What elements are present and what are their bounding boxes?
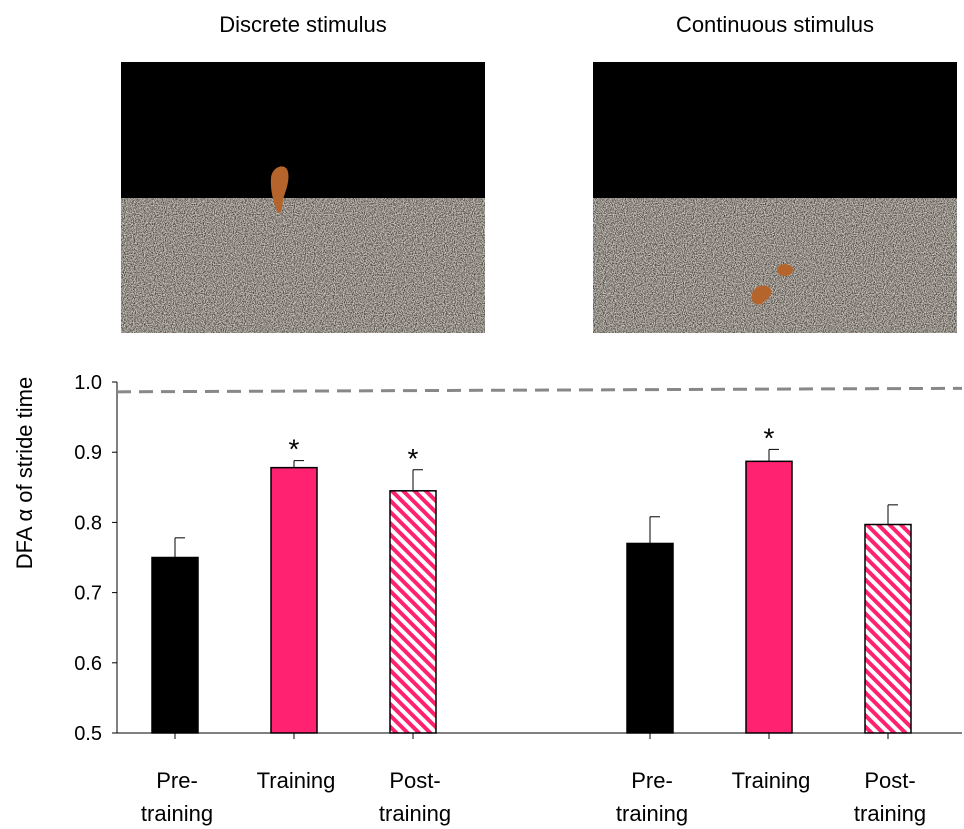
significance-marker: * [764,422,775,453]
x-tick-label: training [141,801,213,826]
x-tick-label: Training [732,768,811,793]
figure: DFA α of stride time 0.5 0.6 0.7 0.8 0.9 1.0 D… [0,0,964,829]
x-tick-label: Pre- [631,768,673,793]
y-tick-label: 0.7 [74,583,102,605]
x-tick-label: training [379,801,451,826]
bar [627,543,673,733]
bar [746,461,792,733]
significance-marker: * [408,443,419,474]
y-tick-label: 0.5 [74,723,102,745]
y-axis-label: DFA α of stride time [12,377,37,569]
x-tick-label: Training [257,768,336,793]
x-tick-label: Post- [389,768,440,793]
y-tick-label: 1.0 [74,372,102,394]
bar [271,468,317,733]
group-title: Discrete stimulus [219,12,386,37]
reference-line [117,388,962,392]
discrete-stimulus-image [121,62,485,333]
bar [152,558,198,734]
continuous-stimulus-image [593,62,957,333]
x-tick-label: training [854,801,926,826]
significance-marker: * [289,434,300,465]
group-title: Continuous stimulus [676,12,874,37]
x-tick-label: Pre- [156,768,198,793]
x-tick-label: training [616,801,688,826]
y-tick-label: 0.8 [74,512,102,534]
y-tick-label: 0.9 [74,442,102,464]
x-tick-label: Post- [864,768,915,793]
bar [865,525,911,733]
bar [390,491,436,733]
y-tick-label: 0.6 [74,653,102,675]
